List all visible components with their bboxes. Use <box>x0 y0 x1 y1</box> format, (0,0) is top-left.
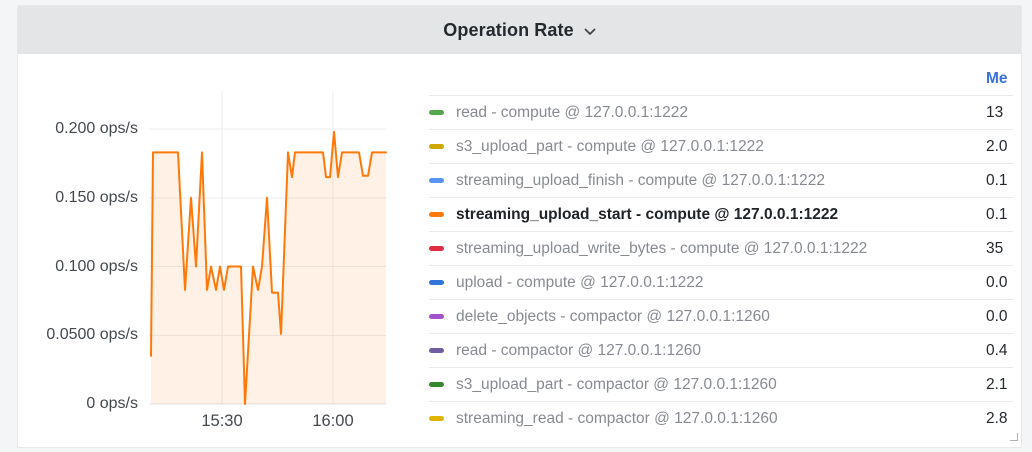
series-label[interactable]: streaming_upload_write_bytes - compute @… <box>456 239 868 257</box>
legend-row[interactable]: read - compute @ 127.0.0.1:1222 13 <box>429 95 1013 129</box>
series-label[interactable]: read - compute @ 127.0.0.1:1222 <box>456 103 689 121</box>
legend-row[interactable]: upload - compute @ 127.0.0.1:1222 0.0 <box>429 265 1013 299</box>
series-value: 0.1 <box>986 171 1008 189</box>
panel-title: Operation Rate <box>443 19 574 40</box>
y-tick-label: 0.100 ops/s <box>55 257 138 275</box>
panel-operation-rate: Operation Rate 0.200 ops/s 0.150 ops/s 0.1… <box>17 5 1022 448</box>
y-tick-label: 0 ops/s <box>86 395 138 412</box>
series-color-marker <box>429 280 444 285</box>
legend-row[interactable]: streaming_upload_write_bytes - compute @… <box>429 231 1013 265</box>
legend-table: Me read - compute @ 127.0.0.1:1222 13 s3… <box>429 63 1013 435</box>
series-value: 2.8 <box>986 409 1008 427</box>
series-label[interactable]: s3_upload_part - compute @ 127.0.0.1:122… <box>456 137 764 155</box>
series-color-marker <box>429 212 444 217</box>
series-color-marker <box>429 314 444 319</box>
series-value: 0.0 <box>986 273 1008 291</box>
series-label[interactable]: read - compactor @ 127.0.0.1:1260 <box>456 341 701 359</box>
legend-row[interactable]: delete_objects - compactor @ 127.0.0.1:1… <box>429 299 1013 333</box>
series-value: 0.1 <box>986 205 1008 223</box>
y-tick-label: 0.0500 ops/s <box>46 326 138 344</box>
x-tick-label: 16:00 <box>312 412 354 430</box>
legend-row[interactable]: s3_upload_part - compactor @ 127.0.0.1:1… <box>429 367 1013 401</box>
legend-row[interactable]: streaming_upload_start - compute @ 127.0… <box>429 197 1013 231</box>
legend-row[interactable]: streaming_read - compactor @ 127.0.0.1:1… <box>429 401 1013 435</box>
series-label[interactable]: s3_upload_part - compactor @ 127.0.0.1:1… <box>456 375 777 393</box>
series-value: 13 <box>986 103 1004 121</box>
panel-resize-handle[interactable] <box>1010 433 1018 441</box>
time-series-chart[interactable] <box>149 91 387 406</box>
series-label[interactable]: streaming_read - compactor @ 127.0.0.1:1… <box>456 409 778 427</box>
series-label[interactable]: delete_objects - compactor @ 127.0.0.1:1… <box>456 307 770 325</box>
series-color-marker <box>429 348 444 353</box>
chevron-down-icon <box>584 28 596 35</box>
series-value: 0.0 <box>986 307 1008 325</box>
legend-row[interactable]: s3_upload_part - compute @ 127.0.0.1:122… <box>429 129 1013 163</box>
series-value: 2.1 <box>986 375 1008 393</box>
panel-body: 0.200 ops/s 0.150 ops/s 0.100 ops/s 0.0500 … <box>18 54 1021 447</box>
series-color-marker <box>429 246 444 251</box>
legend-row[interactable]: read - compactor @ 127.0.0.1:1260 0.4 <box>429 333 1013 367</box>
series-color-marker <box>429 416 444 421</box>
y-tick-label: 0.150 ops/s <box>55 188 138 206</box>
legend-row[interactable]: streaming_upload_finish - compute @ 127.… <box>429 163 1013 197</box>
x-tick-label: 15:30 <box>201 412 243 430</box>
series-color-marker <box>429 178 444 183</box>
series-color-marker <box>429 110 444 115</box>
legend-mean-column-header[interactable]: Me <box>986 70 1008 87</box>
legend-rows: read - compute @ 127.0.0.1:1222 13 s3_up… <box>429 95 1013 435</box>
series-label[interactable]: streaming_upload_start - compute @ 127.0… <box>456 205 839 223</box>
series-value: 2.0 <box>986 137 1008 155</box>
series-color-marker <box>429 144 444 149</box>
series-value: 35 <box>986 239 1004 257</box>
series-label[interactable]: upload - compute @ 127.0.0.1:1222 <box>456 273 704 291</box>
legend-header-row: Me <box>429 63 1013 95</box>
series-value: 0.4 <box>986 341 1008 359</box>
series-label[interactable]: streaming_upload_finish - compute @ 127.… <box>456 171 826 189</box>
panel-header[interactable]: Operation Rate <box>18 6 1021 54</box>
y-tick-label: 0.200 ops/s <box>55 120 138 137</box>
series-color-marker <box>429 382 444 387</box>
